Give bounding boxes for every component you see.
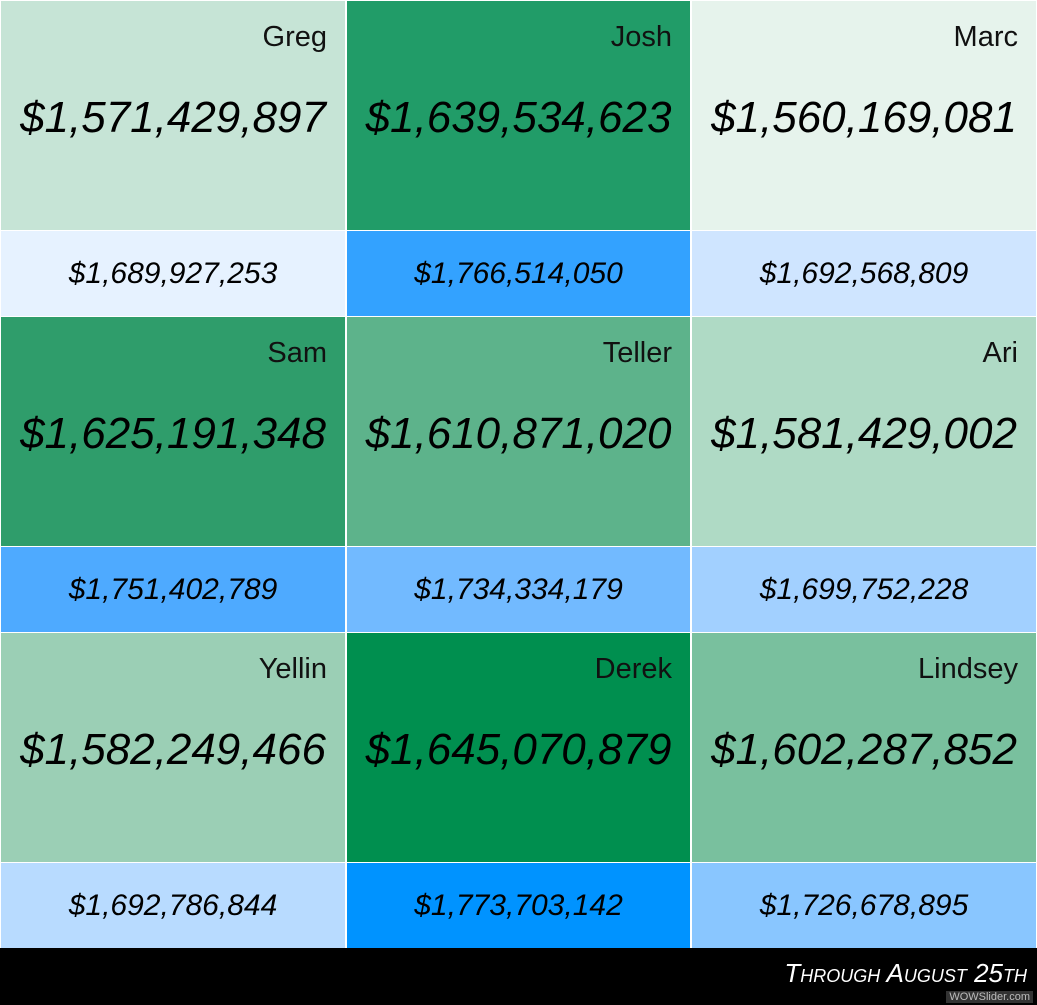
- secondary-cell: $1,766,514,050: [346, 230, 691, 317]
- score-cell: Teller $1,610,871,020: [346, 316, 691, 547]
- amount: $1,582,249,466: [20, 725, 326, 774]
- amount: $1,560,169,081: [711, 93, 1017, 142]
- amount: $1,581,429,002: [711, 409, 1017, 458]
- amount: $1,625,191,348: [20, 409, 326, 458]
- player-name: Yellin: [258, 653, 327, 685]
- watermark: WOWSlider.com: [946, 991, 1033, 1003]
- amount: $1,571,429,897: [20, 93, 326, 142]
- secondary-cell: $1,726,678,895: [691, 862, 1037, 949]
- score-cell: Ari $1,581,429,002: [691, 316, 1037, 547]
- secondary-amount: $1,726,678,895: [759, 888, 969, 922]
- score-cell: Greg $1,571,429,897: [0, 0, 346, 231]
- footer: Through August 25th WOWSlider.com: [0, 948, 1037, 1005]
- score-cell: Sam $1,625,191,348: [0, 316, 346, 547]
- amount: $1,610,871,020: [365, 409, 672, 458]
- secondary-cell: $1,734,334,179: [346, 546, 691, 633]
- secondary-amount: $1,766,514,050: [414, 256, 623, 290]
- secondary-cell: $1,692,568,809: [691, 230, 1037, 317]
- score-cell: Lindsey $1,602,287,852: [691, 632, 1037, 863]
- caption: Through August 25th: [784, 958, 1027, 988]
- score-cell: Derek $1,645,070,879: [346, 632, 691, 863]
- player-name: Josh: [610, 21, 672, 53]
- player-name: Lindsey: [918, 653, 1018, 685]
- secondary-cell: $1,689,927,253: [0, 230, 346, 317]
- secondary-amount: $1,751,402,789: [68, 572, 278, 606]
- secondary-amount: $1,734,334,179: [414, 572, 623, 606]
- secondary-amount: $1,692,568,809: [759, 256, 969, 290]
- player-name: Greg: [262, 21, 327, 53]
- secondary-amount: $1,692,786,844: [68, 888, 278, 922]
- player-name: Derek: [594, 653, 672, 685]
- amount: $1,639,534,623: [365, 93, 672, 142]
- score-cell: Yellin $1,582,249,466: [0, 632, 346, 863]
- player-name: Ari: [982, 337, 1018, 369]
- player-name: Teller: [602, 337, 672, 369]
- secondary-amount: $1,689,927,253: [68, 256, 278, 290]
- secondary-cell: $1,692,786,844: [0, 862, 346, 949]
- amount: $1,645,070,879: [365, 725, 672, 774]
- score-cell: Marc $1,560,169,081: [691, 0, 1037, 231]
- secondary-amount: $1,699,752,228: [759, 572, 969, 606]
- secondary-cell: $1,751,402,789: [0, 546, 346, 633]
- amount: $1,602,287,852: [711, 725, 1017, 774]
- secondary-cell: $1,699,752,228: [691, 546, 1037, 633]
- player-name: Sam: [267, 337, 327, 369]
- score-cell: Josh $1,639,534,623: [346, 0, 691, 231]
- player-name: Marc: [953, 21, 1018, 53]
- secondary-amount: $1,773,703,142: [414, 888, 623, 922]
- secondary-cell: $1,773,703,142: [346, 862, 691, 949]
